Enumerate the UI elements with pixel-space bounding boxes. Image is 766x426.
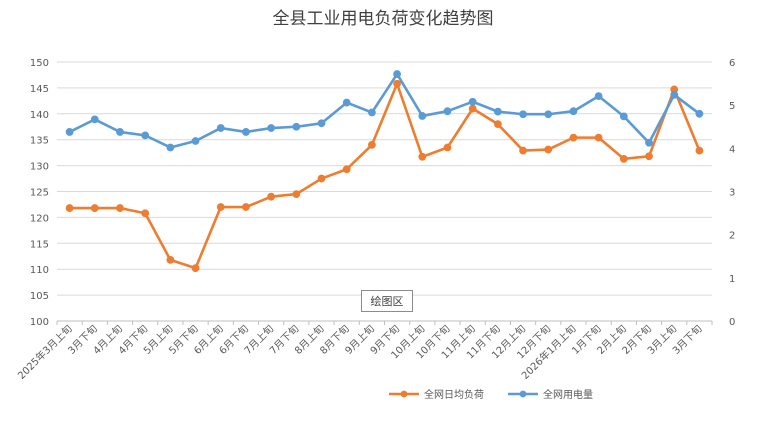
data-point xyxy=(619,112,628,121)
data-point xyxy=(645,138,653,147)
data-point xyxy=(191,137,200,145)
data-point xyxy=(468,97,477,106)
data-point xyxy=(116,128,124,136)
data-point xyxy=(544,110,553,119)
y-left-tick-label: 150 xyxy=(30,58,49,69)
chart-title: 全县工业用电负荷变化趋势图 xyxy=(272,9,494,29)
data-point xyxy=(317,174,326,183)
data-point xyxy=(216,203,225,211)
data-point xyxy=(493,120,502,129)
data-point xyxy=(594,133,603,142)
legend-marker xyxy=(400,390,408,398)
plot-area-label: 绘图区 xyxy=(361,290,413,312)
y-left-tick-label: 110 xyxy=(30,265,49,276)
data-point xyxy=(317,119,326,128)
data-point xyxy=(544,145,553,154)
y-left-tick-label: 145 xyxy=(30,84,49,95)
data-point xyxy=(594,92,603,101)
data-point xyxy=(116,204,124,212)
data-point xyxy=(342,165,351,174)
data-point xyxy=(695,109,704,118)
y-left-tick-label: 130 xyxy=(30,162,49,173)
data-point xyxy=(393,70,401,78)
data-point xyxy=(368,108,376,117)
data-point xyxy=(619,154,628,163)
y-right-tick-label: 3 xyxy=(729,188,735,199)
y-left-tick-label: 105 xyxy=(30,291,49,302)
data-point xyxy=(468,104,477,113)
data-point xyxy=(519,110,527,119)
data-point xyxy=(645,152,653,161)
data-point xyxy=(443,107,452,116)
y-left-tick-label: 100 xyxy=(30,317,49,328)
data-point xyxy=(569,107,578,116)
data-point xyxy=(368,140,376,149)
y-right-tick-label: 0 xyxy=(729,317,735,328)
data-point xyxy=(141,209,150,218)
x-tick-label: 2025年3月上旬 xyxy=(15,322,75,382)
data-point xyxy=(216,124,225,132)
y-left-tick-label: 135 xyxy=(30,136,49,147)
data-point xyxy=(166,143,175,152)
data-point xyxy=(65,204,74,212)
y-right-tick-label: 1 xyxy=(729,274,735,285)
data-point xyxy=(90,115,99,124)
data-point xyxy=(418,112,427,120)
y-left-tick-label: 115 xyxy=(30,239,49,250)
data-point xyxy=(242,203,250,211)
data-point xyxy=(65,128,74,136)
data-point xyxy=(519,146,527,155)
y-left-tick-label: 140 xyxy=(30,110,49,121)
series-line xyxy=(69,72,701,149)
data-point xyxy=(443,143,452,152)
data-point xyxy=(90,204,99,212)
data-point xyxy=(267,124,276,132)
data-point xyxy=(418,152,427,161)
y-right-tick-label: 4 xyxy=(729,144,735,155)
legend-marker xyxy=(519,390,527,398)
data-point xyxy=(493,107,502,116)
y-left-tick-label: 120 xyxy=(30,213,49,224)
data-point xyxy=(141,131,150,140)
data-point xyxy=(569,133,578,142)
data-point xyxy=(342,98,351,107)
y-right-tick-label: 6 xyxy=(729,58,735,69)
data-point xyxy=(242,128,250,136)
data-point xyxy=(166,255,175,264)
data-point xyxy=(191,264,200,273)
y-right-tick-label: 5 xyxy=(729,101,735,112)
data-point xyxy=(670,90,679,99)
data-point xyxy=(393,79,401,88)
data-point xyxy=(292,190,301,198)
legend-label: 全网用电量 xyxy=(543,388,593,401)
y-left-tick-label: 125 xyxy=(30,188,49,199)
data-point xyxy=(292,122,301,131)
data-point xyxy=(695,146,704,155)
legend-label: 全网日均负荷 xyxy=(424,388,484,401)
series-line xyxy=(69,82,701,270)
data-point xyxy=(267,192,276,201)
y-right-tick-label: 2 xyxy=(729,231,735,242)
